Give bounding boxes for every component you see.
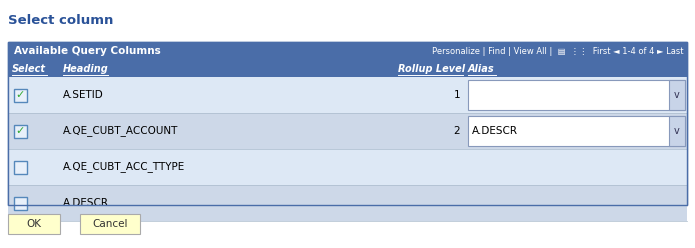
Text: Personalize | Find | View All |  ▤  ⋮⋮  First ◄ 1-4 of 4 ► Last: Personalize | Find | View All | ▤ ⋮⋮ Fir…	[432, 47, 683, 56]
Bar	[8, 77, 687, 113]
Text: v: v	[674, 126, 680, 136]
Text: Cancel: Cancel	[92, 219, 128, 229]
Text: Select: Select	[12, 63, 46, 73]
Text: Select column: Select column	[8, 14, 113, 27]
Bar	[8, 113, 687, 149]
Text: OK: OK	[26, 219, 42, 229]
Bar	[8, 149, 687, 185]
Bar	[8, 42, 687, 60]
Bar	[8, 185, 687, 221]
Text: Alias: Alias	[468, 63, 495, 73]
Text: ✓: ✓	[16, 126, 25, 136]
Bar	[468, 80, 685, 110]
Text: 2: 2	[453, 126, 460, 136]
Text: A.QE_CUBT_ACC_TTYPE: A.QE_CUBT_ACC_TTYPE	[63, 161, 186, 172]
Text: Available Query Columns: Available Query Columns	[14, 46, 161, 56]
Text: A.QE_CUBT_ACCOUNT: A.QE_CUBT_ACCOUNT	[63, 125, 179, 136]
Bar	[669, 80, 685, 110]
Text: ✓: ✓	[16, 90, 25, 100]
Bar	[8, 42, 687, 205]
Text: A.DESCR: A.DESCR	[63, 198, 109, 208]
Text: Rollup Level: Rollup Level	[398, 63, 465, 73]
Text: 1: 1	[453, 90, 460, 100]
Text: A.DESCR: A.DESCR	[472, 126, 518, 136]
Bar	[8, 214, 60, 234]
Bar	[669, 116, 685, 146]
Text: A.SETID: A.SETID	[63, 90, 104, 100]
Bar	[14, 196, 27, 210]
Text: Heading: Heading	[63, 63, 108, 73]
Bar	[14, 89, 27, 101]
Bar	[14, 124, 27, 137]
Bar	[14, 160, 27, 174]
Text: v: v	[674, 90, 680, 100]
Bar	[8, 42, 687, 205]
Bar	[8, 60, 687, 77]
Bar	[80, 214, 140, 234]
Bar	[468, 116, 685, 146]
